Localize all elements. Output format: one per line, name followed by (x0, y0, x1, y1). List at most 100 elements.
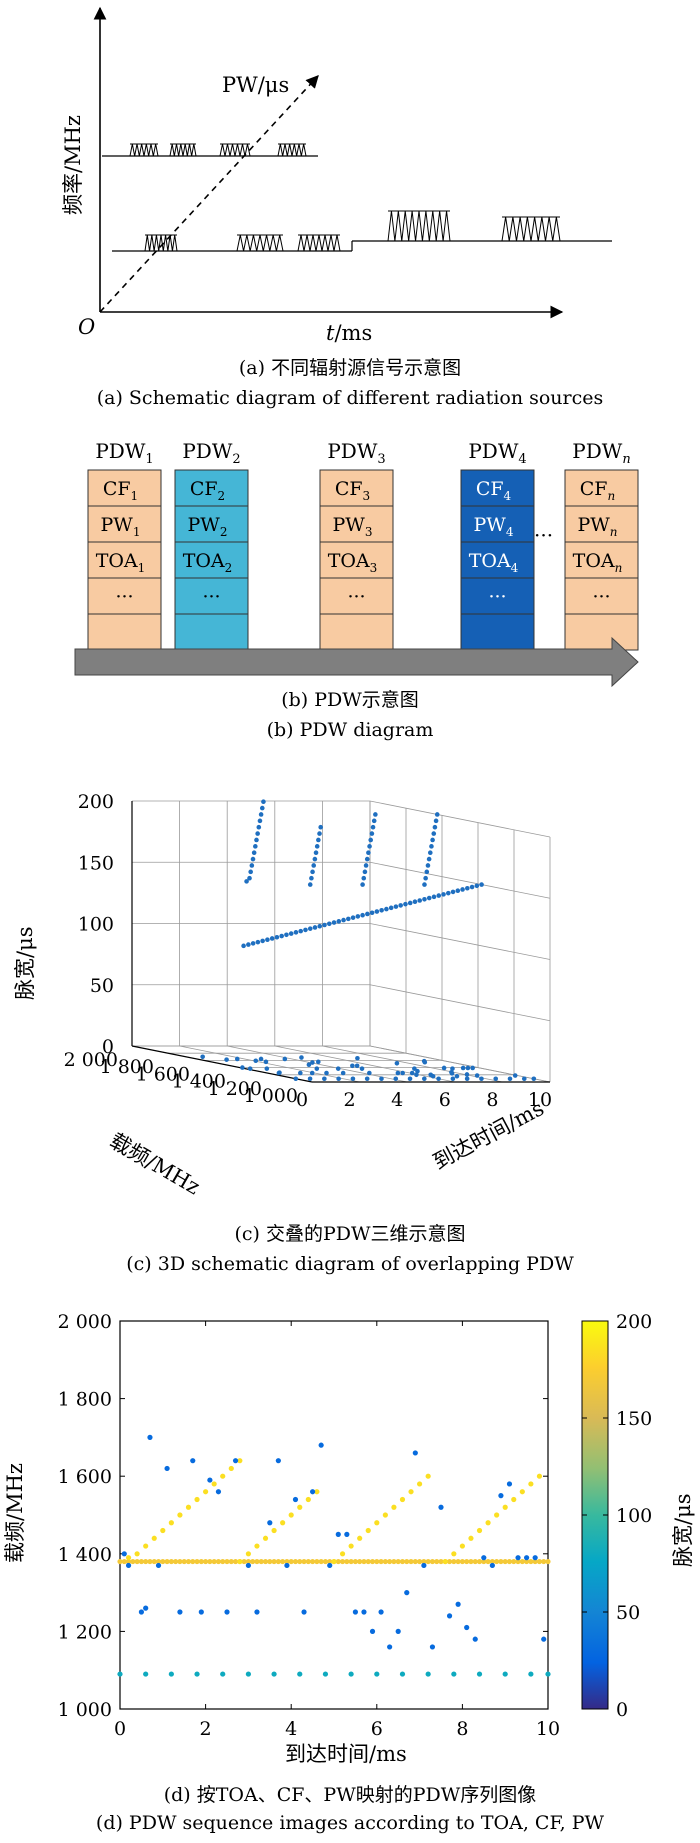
panel-d: 0 2 4 6 8 10 1 000 1 200 1 400 1 600 1 800 2 000 0 5… (0, 1285, 700, 1843)
data-point (511, 1496, 517, 1503)
data-point (254, 1609, 260, 1615)
data-point (425, 1473, 431, 1479)
pdw-field: TOAn (573, 550, 623, 575)
pdw-field: PWn (577, 514, 617, 539)
pdw-field: PW4 (474, 514, 514, 539)
data-point (194, 1496, 200, 1503)
data-point (181, 1558, 187, 1565)
data-point (430, 837, 435, 843)
data-point (395, 1070, 401, 1076)
data-point (498, 1493, 504, 1499)
pdw-field: ··· (202, 586, 220, 608)
data-point (232, 1558, 239, 1565)
diag-axis-label: PW/μs (222, 73, 289, 97)
data-point (305, 1496, 311, 1503)
y-tick-label: 1 400 (172, 1071, 226, 1093)
data-point (247, 875, 252, 881)
data-point (344, 1531, 350, 1537)
data-point (366, 850, 371, 856)
data-point (322, 1558, 329, 1565)
data-point (531, 1076, 537, 1082)
data-point (454, 1073, 460, 1079)
data-point (502, 1671, 508, 1677)
data-point (374, 1558, 380, 1565)
data-point (224, 1057, 229, 1062)
pulse-burst (297, 234, 341, 252)
data-point (299, 1055, 304, 1060)
data-point (313, 850, 319, 856)
ellipsis: ··· (534, 523, 553, 547)
z-tick-label: 50 (90, 975, 114, 997)
data-point (399, 1558, 406, 1565)
data-point (369, 910, 375, 916)
data-point (464, 1558, 470, 1565)
pulse-burst (387, 210, 451, 242)
data-point (339, 1551, 346, 1557)
data-point (250, 1558, 256, 1565)
panel-d-chart: 0 2 4 6 8 10 1 000 1 200 1 400 1 600 1 800 2 000 0 5… (3, 1311, 695, 1766)
data-point (373, 812, 378, 817)
data-point (429, 1558, 436, 1565)
data-point (327, 1562, 333, 1569)
data-point (384, 906, 389, 912)
data-point (472, 1558, 478, 1565)
data-point (398, 903, 403, 908)
data-point (310, 1060, 315, 1065)
pdw-field: CF1 (103, 478, 138, 503)
z-axis-label: 脉宽/μs (13, 927, 37, 1001)
data-point (215, 1489, 222, 1495)
data-point (354, 1063, 360, 1069)
data-point (346, 916, 351, 922)
data-point (421, 1562, 427, 1569)
x-axis-label: t/ms (326, 321, 372, 345)
data-point (194, 1671, 200, 1677)
data-point (502, 1558, 508, 1565)
grid-line (369, 861, 551, 899)
data-point (367, 844, 372, 849)
pulse-burst (219, 143, 251, 157)
data-point (309, 875, 314, 881)
data-point (237, 1558, 243, 1565)
data-point (249, 863, 255, 868)
panel-a-diagram: PW/μs 频率/MHz O t/ms (61, 6, 612, 345)
data-point (541, 1558, 547, 1565)
data-point (403, 901, 408, 907)
plot-frame (119, 1320, 549, 1710)
scatter-points (117, 1434, 551, 1677)
x-tick-label: 0 (296, 1089, 308, 1111)
data-point (284, 932, 289, 938)
y-tick-label: 1 600 (58, 1466, 112, 1488)
data-point (168, 1520, 174, 1526)
data-point (368, 837, 374, 843)
data-point (232, 1458, 239, 1464)
y-tick-label: 1 000 (58, 1699, 112, 1721)
data-point (431, 831, 437, 836)
data-point (316, 1059, 321, 1065)
data-point (394, 1060, 400, 1066)
colorbar-label: 脉宽/μs (671, 1494, 695, 1568)
z-tick-label: 0 (102, 1036, 114, 1058)
data-point (339, 1558, 346, 1565)
data-point (143, 1543, 149, 1549)
data-point (512, 1073, 518, 1078)
data-point (524, 1558, 530, 1565)
data-point (459, 1558, 465, 1565)
data-point (279, 933, 284, 939)
data-point (506, 1481, 513, 1487)
data-point (207, 1558, 213, 1565)
data-point (532, 1558, 538, 1565)
data-point (422, 896, 427, 902)
pdw-field: TOA4 (469, 550, 519, 575)
panel-b-caption-cn: (b) PDW示意图 (281, 689, 419, 711)
grid-line (227, 1045, 408, 1083)
data-point (355, 914, 361, 919)
colorbar-tick-label: 150 (616, 1408, 652, 1430)
pdw-column-5: PDWn CFn PWn TOAn ··· (564, 439, 639, 651)
data-point (460, 1065, 466, 1071)
data-point (485, 1520, 491, 1526)
data-point (277, 1070, 282, 1075)
data-point (528, 1481, 534, 1487)
x-tick-label: 2 (200, 1718, 212, 1740)
data-point (408, 1558, 414, 1565)
data-point (357, 1535, 363, 1541)
